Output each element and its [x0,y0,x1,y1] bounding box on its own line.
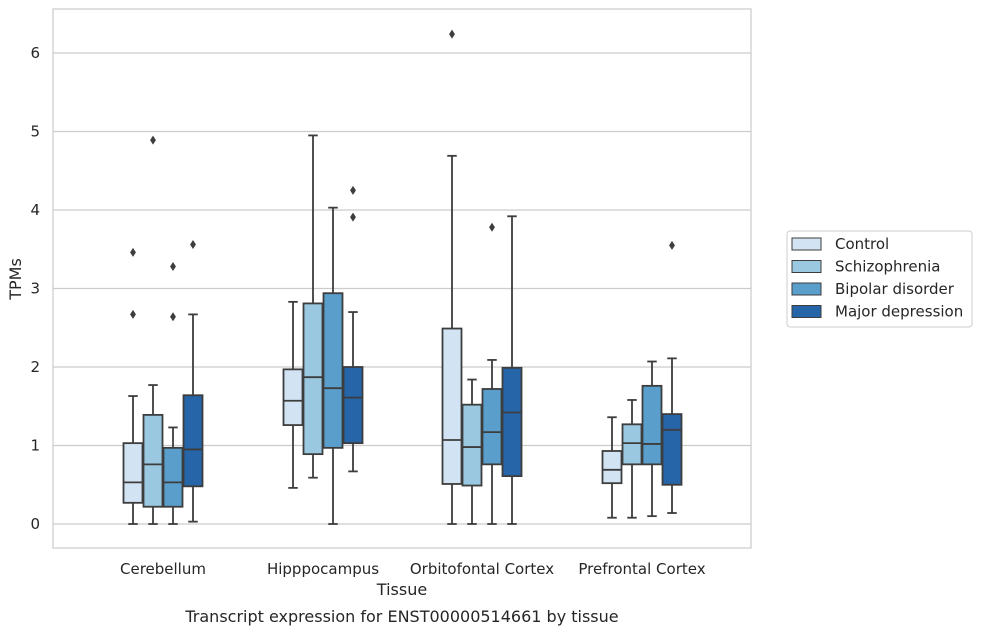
box-mark [282,300,304,489]
box-mark [641,360,663,518]
box-body [342,366,364,445]
legend-swatch [791,282,822,296]
legend-label: Control [835,235,889,253]
box-mark [302,134,324,479]
y-tick-labels: 0 1 2 3 4 5 6 [30,44,40,533]
outlier-point [350,212,356,222]
x-tick-label: Prefrontal Cortex [578,560,705,578]
box-mark [342,185,364,473]
x-axis-label: Tissue [376,580,427,599]
y-tick-label: 5 [30,123,40,141]
box-body [282,368,304,426]
y-axis-label: TPMs [6,258,25,301]
series-group [142,134,643,525]
box-body [122,442,144,504]
box-mark [621,399,643,519]
box-body [641,384,663,466]
box-mark [501,215,523,525]
box-body [142,413,164,508]
series-group [162,206,663,525]
box-mark [461,378,483,525]
box-body [461,403,483,487]
legend-swatch [791,305,822,318]
box-mark [481,222,503,525]
box-body [661,413,683,486]
outlier-point [150,135,156,145]
legend-label: Schizophrenia [835,258,940,276]
legend-label: Major depression [835,303,963,321]
outlier-point [669,240,675,250]
outlier-point [130,309,136,319]
legend: Control Schizophrenia Bipolar disorder Majo… [786,230,973,328]
x-tick-label: Hipppocampus [267,560,379,578]
outlier-point [130,247,136,257]
box-body [322,292,344,449]
series-group [182,185,683,525]
y-tick-label: 0 [30,515,40,533]
outlier-point [190,240,196,250]
x-tick-labels: Cerebellum Hipppocampus Orbitofontal Corte… [120,560,706,578]
series-group [122,29,623,525]
box-mark [182,240,204,523]
legend-swatch [791,260,822,273]
box-body [182,394,204,488]
x-tick-label: Cerebellum [120,560,206,578]
y-tick-label: 6 [30,44,40,62]
box-body [601,450,623,485]
outlier-point [170,312,176,322]
box-mark [142,135,164,525]
y-tick-label: 4 [30,201,40,219]
outlier-point [449,29,455,39]
outlier-point [350,185,356,195]
box-mark [661,240,683,514]
outlier-point [489,222,495,232]
outlier-point [170,262,176,272]
box-mark [162,262,184,525]
box-mark [122,247,144,525]
box-mark [601,416,623,519]
box-series [122,29,683,525]
box-body [162,446,184,508]
x-tick-label: Orbitofontal Cortex [410,560,554,578]
box-body [481,388,503,466]
y-tick-label: 2 [30,358,40,376]
box-mark [441,29,463,525]
plot-frame [52,8,752,549]
y-tick-label: 1 [30,437,40,455]
box-body [501,366,523,478]
legend-frame [786,230,973,328]
legend-swatch [791,237,822,251]
chart-caption: Transcript expression for ENST0000051466… [184,607,618,626]
box-body [621,423,643,466]
box-body [302,302,324,456]
box-body [441,327,463,485]
box-mark [322,206,344,525]
y-tick-label: 3 [30,280,40,298]
legend-label: Bipolar disorder [835,280,955,298]
